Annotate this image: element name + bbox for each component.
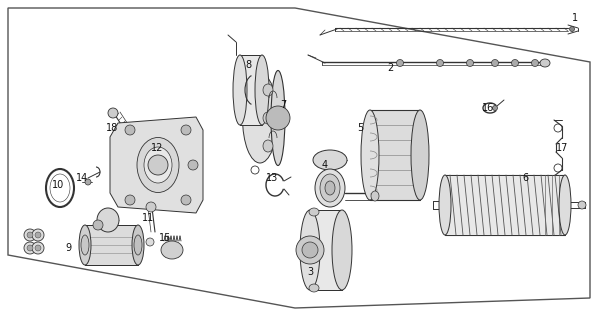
Polygon shape	[370, 110, 420, 200]
Ellipse shape	[144, 147, 172, 183]
Circle shape	[85, 179, 91, 185]
Circle shape	[32, 229, 44, 241]
Circle shape	[27, 245, 33, 251]
Circle shape	[146, 202, 156, 212]
Ellipse shape	[325, 181, 335, 195]
Text: 13: 13	[266, 173, 278, 183]
Polygon shape	[85, 225, 138, 265]
Ellipse shape	[79, 225, 91, 265]
Ellipse shape	[233, 55, 247, 125]
Circle shape	[266, 106, 290, 130]
Text: 5: 5	[357, 123, 363, 133]
Circle shape	[188, 160, 198, 170]
Circle shape	[578, 201, 586, 209]
Ellipse shape	[263, 140, 273, 152]
Circle shape	[296, 236, 324, 264]
Circle shape	[466, 60, 474, 67]
Text: 16: 16	[482, 103, 494, 113]
Ellipse shape	[137, 138, 179, 193]
Circle shape	[570, 27, 575, 31]
Text: 14: 14	[76, 173, 88, 183]
Ellipse shape	[361, 110, 379, 200]
Circle shape	[35, 232, 41, 238]
Text: 8: 8	[245, 60, 251, 70]
Ellipse shape	[320, 174, 340, 202]
Ellipse shape	[309, 208, 319, 216]
Circle shape	[125, 125, 135, 135]
Circle shape	[511, 60, 519, 67]
Text: 4: 4	[322, 160, 328, 170]
Ellipse shape	[300, 210, 320, 290]
Circle shape	[27, 232, 33, 238]
Ellipse shape	[81, 235, 89, 255]
Text: 6: 6	[522, 173, 528, 183]
Ellipse shape	[411, 110, 429, 200]
Circle shape	[302, 242, 318, 258]
Polygon shape	[445, 175, 565, 235]
Text: 17: 17	[556, 143, 568, 153]
Circle shape	[108, 108, 118, 118]
Ellipse shape	[242, 73, 278, 163]
Circle shape	[24, 242, 36, 254]
Ellipse shape	[315, 169, 345, 207]
Circle shape	[35, 245, 41, 251]
Text: 2: 2	[387, 63, 393, 73]
Text: 9: 9	[65, 243, 71, 253]
Polygon shape	[310, 210, 342, 290]
Circle shape	[531, 60, 538, 67]
Ellipse shape	[439, 175, 451, 235]
Circle shape	[492, 60, 498, 67]
Circle shape	[148, 155, 168, 175]
Ellipse shape	[309, 284, 319, 292]
Ellipse shape	[97, 208, 119, 232]
Circle shape	[146, 238, 154, 246]
Text: 3: 3	[307, 267, 313, 277]
Circle shape	[181, 195, 191, 205]
Ellipse shape	[371, 191, 379, 201]
Text: 10: 10	[52, 180, 64, 190]
Ellipse shape	[132, 225, 144, 265]
Text: 11: 11	[142, 213, 154, 223]
Text: 15: 15	[159, 233, 171, 243]
Circle shape	[125, 195, 135, 205]
Ellipse shape	[271, 70, 285, 165]
Polygon shape	[240, 55, 262, 125]
Text: 18: 18	[106, 123, 118, 133]
Text: 1: 1	[572, 13, 578, 23]
Ellipse shape	[255, 55, 269, 125]
Polygon shape	[110, 117, 203, 213]
Circle shape	[397, 60, 403, 67]
Circle shape	[24, 229, 36, 241]
Circle shape	[181, 125, 191, 135]
Circle shape	[436, 60, 444, 67]
Ellipse shape	[559, 175, 571, 235]
Text: 7: 7	[280, 100, 286, 110]
Ellipse shape	[540, 59, 550, 67]
Circle shape	[93, 220, 103, 230]
Text: 12: 12	[151, 143, 163, 153]
Ellipse shape	[161, 241, 183, 259]
Ellipse shape	[263, 112, 273, 124]
Ellipse shape	[263, 84, 273, 96]
Ellipse shape	[313, 150, 347, 170]
Ellipse shape	[134, 235, 142, 255]
Circle shape	[32, 242, 44, 254]
Circle shape	[492, 106, 498, 110]
Ellipse shape	[332, 210, 352, 290]
